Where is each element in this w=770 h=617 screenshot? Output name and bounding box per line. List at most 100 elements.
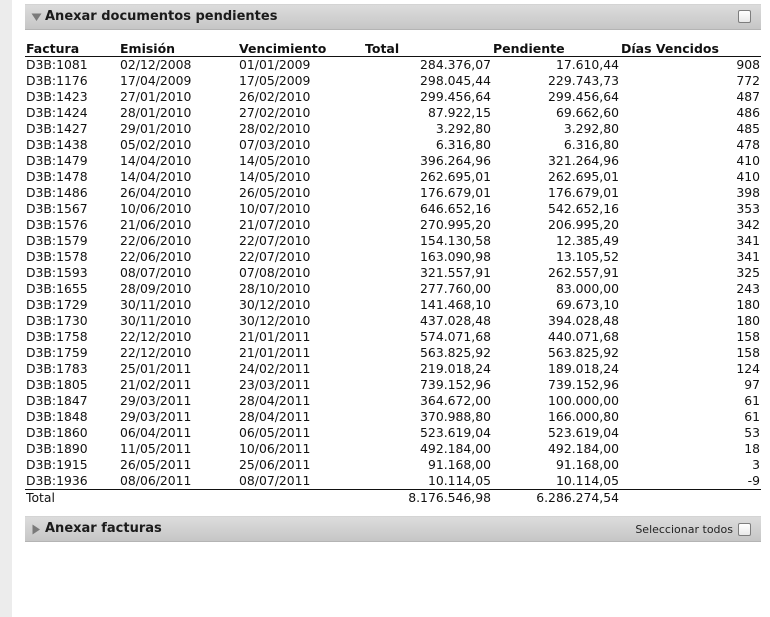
cell-pendiente: 229.743,73 [548, 73, 619, 88]
cell-emision: 29/03/2011 [120, 393, 192, 408]
table-header-row: Factura Emisión Vencimiento Total Pendie… [25, 41, 761, 57]
column-header-factura[interactable]: Factura [25, 41, 119, 57]
cell-factura: D3B:1936 [26, 473, 88, 488]
disclosure-triangle-right-icon[interactable] [29, 522, 43, 536]
attach-invoices-title: Anexar facturas [45, 521, 162, 536]
cell-emision: 26/04/2010 [120, 185, 192, 200]
cell-emision: 14/04/2010 [120, 153, 192, 168]
cell-emision: 22/12/2010 [120, 329, 192, 344]
cell-dias-vencidos: 124 [736, 361, 760, 376]
column-header-emision[interactable]: Emisión [119, 41, 238, 57]
cell-emision: 11/05/2011 [120, 441, 192, 456]
table-row[interactable]: D3B:1176 17/04/2009 17/05/2009 298.045,44 22… [25, 73, 761, 89]
attach-invoices-header[interactable]: Anexar facturas Seleccionar todos [25, 516, 761, 542]
cell-emision: 28/09/2010 [120, 281, 192, 296]
select-all-checkbox[interactable] [738, 522, 751, 536]
cell-factura: D3B:1593 [26, 265, 88, 280]
totals-row: Total 8.176.546,98 6.286.274,54 [25, 489, 761, 506]
cell-vencimiento: 26/02/2010 [239, 89, 311, 104]
cell-total: 364.672,00 [420, 393, 491, 408]
cell-pendiente: 69.662,60 [555, 105, 619, 120]
cell-dias-vencidos: 410 [736, 169, 760, 184]
cell-dias-vencidos: 180 [736, 313, 760, 328]
cell-total: 370.988,80 [420, 409, 491, 424]
pending-documents-header[interactable]: Anexar documentos pendientes [25, 4, 761, 30]
cell-total: 284.376,07 [420, 57, 491, 72]
cell-dias-vencidos: 158 [736, 345, 760, 360]
table-row[interactable]: D3B:1438 05/02/2010 07/03/2010 6.316,80 6.31… [25, 137, 761, 153]
cell-dias-vencidos: 410 [736, 153, 760, 168]
cell-vencimiento: 07/08/2010 [239, 265, 311, 280]
table-row[interactable]: D3B:1427 29/01/2010 28/02/2010 3.292,80 3.29… [25, 121, 761, 137]
cell-pendiente: 189.018,24 [548, 361, 619, 376]
select-all-label: Seleccionar todos [635, 522, 733, 536]
disclosure-triangle-down-icon[interactable] [29, 10, 43, 24]
table-row[interactable]: D3B:1759 22/12/2010 21/01/2011 563.825,92 56… [25, 345, 761, 361]
cell-factura: D3B:1860 [26, 425, 88, 440]
table-row[interactable]: D3B:1567 10/06/2010 10/07/2010 646.652,16 54… [25, 201, 761, 217]
cell-vencimiento: 26/05/2010 [239, 185, 311, 200]
cell-factura: D3B:1427 [26, 121, 88, 136]
cell-pendiente: 69.673,10 [555, 297, 619, 312]
cell-pendiente: 394.028,48 [548, 313, 619, 328]
table-row[interactable]: D3B:1848 29/03/2011 28/04/2011 370.988,80 16… [25, 409, 761, 425]
table-row[interactable]: D3B:1576 21/06/2010 21/07/2010 270.995,20 20… [25, 217, 761, 233]
table-body: D3B:1081 02/12/2008 01/01/2009 284.376,07 17… [25, 57, 761, 490]
cell-emision: 08/06/2011 [120, 473, 192, 488]
cell-total: 219.018,24 [420, 361, 491, 376]
cell-emision: 21/02/2011 [120, 377, 192, 392]
pending-documents-checkbox[interactable] [738, 10, 751, 23]
column-header-pendiente[interactable]: Pendiente [492, 41, 620, 57]
cell-dias-vencidos: -9 [747, 473, 760, 488]
table-row[interactable]: D3B:1915 26/05/2011 25/06/2011 91.168,00 91.… [25, 457, 761, 473]
cell-emision: 08/07/2010 [120, 265, 192, 280]
select-all-control[interactable]: Seleccionar todos [635, 517, 751, 541]
table-row[interactable]: D3B:1478 14/04/2010 14/05/2010 262.695,01 26… [25, 169, 761, 185]
cell-factura: D3B:1424 [26, 105, 88, 120]
cell-emision: 21/06/2010 [120, 217, 192, 232]
cell-dias-vencidos: 486 [736, 105, 760, 120]
table-row[interactable]: D3B:1758 22/12/2010 21/01/2011 574.071,68 44… [25, 329, 761, 345]
cell-total: 646.652,16 [420, 201, 491, 216]
cell-total: 277.760,00 [420, 281, 491, 296]
cell-total: 176.679,01 [420, 185, 491, 200]
table-row[interactable]: D3B:1655 28/09/2010 28/10/2010 277.760,00 83… [25, 281, 761, 297]
table-row[interactable]: D3B:1847 29/03/2011 28/04/2011 364.672,00 10… [25, 393, 761, 409]
table-row[interactable]: D3B:1423 27/01/2010 26/02/2010 299.456,64 29… [25, 89, 761, 105]
cell-total: 6.316,80 [435, 137, 491, 152]
table-row[interactable]: D3B:1579 22/06/2010 22/07/2010 154.130,58 12… [25, 233, 761, 249]
cell-pendiente: 262.557,91 [548, 265, 619, 280]
cell-pendiente: 13.105,52 [555, 249, 619, 264]
cell-factura: D3B:1486 [26, 185, 88, 200]
cell-emision: 29/01/2010 [120, 121, 192, 136]
table-row[interactable]: D3B:1593 08/07/2010 07/08/2010 321.557,91 26… [25, 265, 761, 281]
table-row[interactable]: D3B:1729 30/11/2010 30/12/2010 141.468,10 69… [25, 297, 761, 313]
cell-factura: D3B:1576 [26, 217, 88, 232]
column-header-dias-vencidos[interactable]: Días Vencidos [620, 41, 761, 57]
cell-pendiente: 166.000,80 [548, 409, 619, 424]
table-row[interactable]: D3B:1936 08/06/2011 08/07/2011 10.114,05 10.… [25, 473, 761, 490]
cell-total: 437.028,48 [420, 313, 491, 328]
table-row[interactable]: D3B:1486 26/04/2010 26/05/2010 176.679,01 17… [25, 185, 761, 201]
table-row[interactable]: D3B:1479 14/04/2010 14/05/2010 396.264,96 32… [25, 153, 761, 169]
column-header-vencimiento[interactable]: Vencimiento [238, 41, 364, 57]
cell-dias-vencidos: 342 [736, 217, 760, 232]
cell-dias-vencidos: 97 [744, 377, 760, 392]
table-row[interactable]: D3B:1783 25/01/2011 24/02/2011 219.018,24 18… [25, 361, 761, 377]
cell-pendiente: 739.152,96 [548, 377, 619, 392]
table-row[interactable]: D3B:1805 21/02/2011 23/03/2011 739.152,96 73… [25, 377, 761, 393]
table-row[interactable]: D3B:1860 06/04/2011 06/05/2011 523.619,04 52… [25, 425, 761, 441]
table-row[interactable]: D3B:1578 22/06/2010 22/07/2010 163.090,98 13… [25, 249, 761, 265]
table-row[interactable]: D3B:1730 30/11/2010 30/12/2010 437.028,48 39… [25, 313, 761, 329]
cell-total: 154.130,58 [420, 233, 491, 248]
cell-vencimiento: 28/02/2010 [239, 121, 311, 136]
column-header-total[interactable]: Total [364, 41, 492, 57]
table-row[interactable]: D3B:1424 28/01/2010 27/02/2010 87.922,15 69.… [25, 105, 761, 121]
cell-pendiente: 6.316,80 [563, 137, 619, 152]
pending-documents-table: Factura Emisión Vencimiento Total Pendie… [25, 41, 761, 506]
table-row[interactable]: D3B:1081 02/12/2008 01/01/2009 284.376,07 17… [25, 57, 761, 74]
cell-pendiente: 176.679,01 [548, 185, 619, 200]
cell-vencimiento: 21/01/2011 [239, 345, 311, 360]
table-row[interactable]: D3B:1890 11/05/2011 10/06/2011 492.184,00 49… [25, 441, 761, 457]
cell-total: 10.114,05 [427, 473, 491, 488]
